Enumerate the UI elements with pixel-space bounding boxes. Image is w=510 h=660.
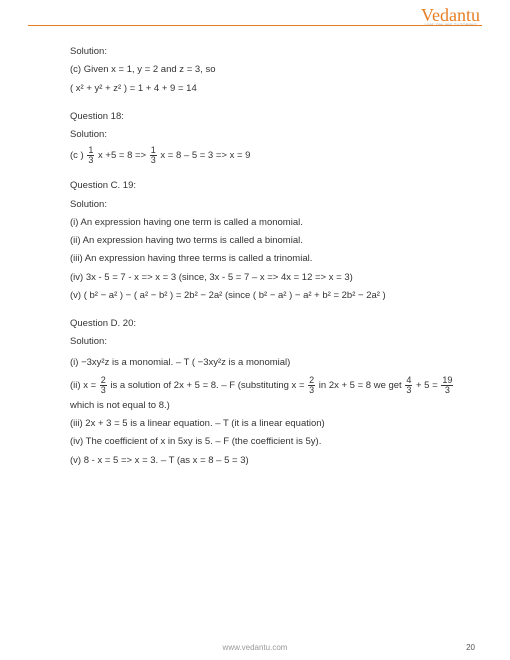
solution-line: (c ) 13 x +5 = 8 => 13 x = 8 – 5 = 3 => … (70, 146, 470, 165)
denominator: 3 (87, 156, 94, 165)
item-ii: (ii) An expression having two terms is c… (70, 234, 470, 248)
question-19: Question C. 19: Solution: (i) An express… (70, 179, 470, 303)
item-v: (v) ( b² − a² ) − ( a² − b² ) = 2b² − 2a… (70, 289, 470, 303)
text-part: (ii) x = (70, 380, 99, 391)
expression-text: ( x² + y² + z² ) = 1 + 4 + 9 = 14 (70, 82, 470, 96)
item-i: (i) −3xy²z is a monomial. – T ( −3xy²z i… (70, 356, 470, 370)
page-number: 20 (466, 643, 475, 652)
item-iv: (iv) 3x - 5 = 7 - x => x = 3 (since, 3x … (70, 271, 470, 285)
denominator: 3 (150, 156, 157, 165)
question-title: Question D. 20: (70, 317, 470, 331)
expr-part: x +5 = 8 => (98, 150, 149, 161)
item-iii: (iii) An expression having three terms i… (70, 252, 470, 266)
question-20: Question D. 20: Solution: (i) −3xy²z is … (70, 317, 470, 468)
denominator: 3 (441, 386, 453, 395)
fraction: 23 (308, 376, 315, 395)
solution-label: Solution: (70, 335, 470, 349)
fraction: 193 (441, 376, 453, 395)
solution-label: Solution: (70, 198, 470, 212)
item-iv: (iv) The coefficient of x in 5xy is 5. –… (70, 435, 470, 449)
item-i: (i) An expression having one term is cal… (70, 216, 470, 230)
fraction: 43 (405, 376, 412, 395)
solution-label: Solution: (70, 128, 470, 142)
question-18: Question 18: Solution: (c ) 13 x +5 = 8 … (70, 110, 470, 166)
given-text: (c) Given x = 1, y = 2 and z = 3, so (70, 63, 470, 77)
text-part: is a solution of 2x + 5 = 8. – F (substi… (110, 380, 307, 391)
denominator: 3 (405, 386, 412, 395)
item-v: (v) 8 - x = 5 => x = 3. – T (as x = 8 – … (70, 454, 470, 468)
item-ii-tail: which is not equal to 8.) (70, 399, 470, 413)
fraction: 13 (150, 146, 157, 165)
text-part: + 5 = (416, 380, 440, 391)
footer-url: www.vedantu.com (223, 643, 288, 652)
item-iii: (iii) 2x + 3 = 5 is a linear equation. –… (70, 417, 470, 431)
part-c-prefix: (c ) (70, 150, 86, 161)
page-content: Solution: (c) Given x = 1, y = 2 and z =… (70, 45, 470, 482)
denominator: 3 (308, 386, 315, 395)
question-title: Question 18: (70, 110, 470, 124)
solution-label: Solution: (70, 45, 470, 59)
fraction: 13 (87, 146, 94, 165)
solution-17: Solution: (c) Given x = 1, y = 2 and z =… (70, 45, 470, 96)
expr-part: x = 8 – 5 = 3 => x = 9 (160, 150, 250, 161)
denominator: 3 (100, 386, 107, 395)
fraction: 23 (100, 376, 107, 395)
question-title: Question C. 19: (70, 179, 470, 193)
item-ii: (ii) x = 23 is a solution of 2x + 5 = 8.… (70, 376, 470, 395)
text-part: in 2x + 5 = 8 we get (319, 380, 405, 391)
